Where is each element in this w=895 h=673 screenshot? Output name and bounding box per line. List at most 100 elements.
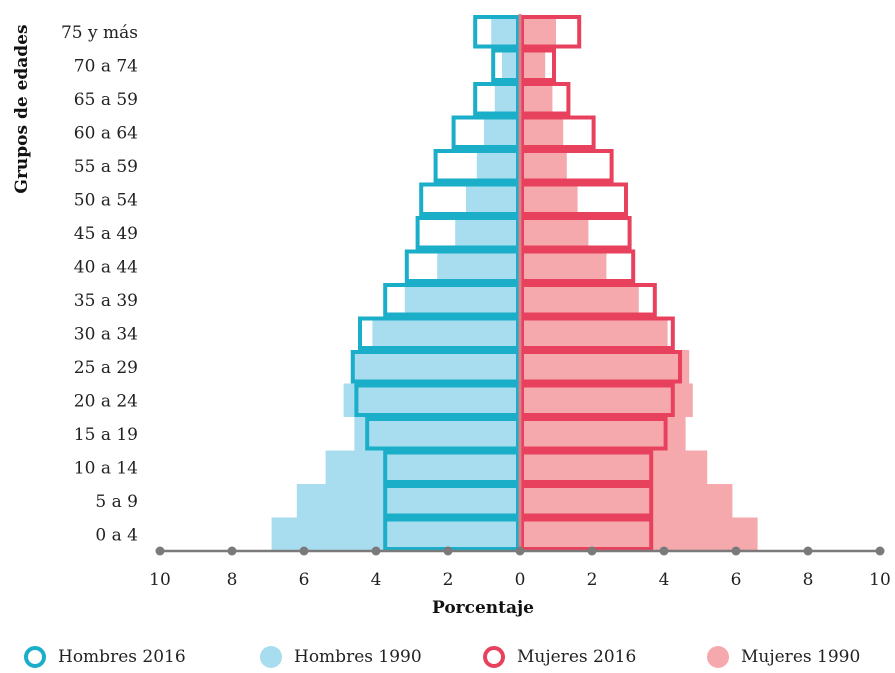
bar-mujeres-2016-45-a-49: [520, 216, 632, 250]
bar-mujeres-1990-35-a-39: [520, 283, 639, 317]
category-label-20-a-24: 20 a 24: [74, 391, 138, 411]
bar-mujeres-1990-75-y-m-s: [520, 15, 556, 49]
bar-mujeres-1990-15-a-19: [520, 417, 686, 451]
x-tick-dot: [443, 546, 453, 556]
bar-hombres-1990-20-a-24: [343, 383, 520, 417]
x-tick-dot: [155, 546, 165, 556]
x-tick-label: 10: [869, 570, 891, 590]
category-label-75-y-m-s: 75 y más: [61, 23, 138, 43]
legend-swatch-hombres-2016: [24, 646, 46, 668]
bar-mujeres-1990-5-a-9: [520, 484, 733, 518]
legend-item-mujeres-1990: Mujeres 1990: [707, 644, 860, 670]
bar-mujeres-1990-45-a-49: [520, 216, 589, 250]
x-tick-label: 6: [731, 570, 742, 590]
x-tick-dot: [731, 546, 741, 556]
bar-hombres-2016-30-a-34: [358, 316, 520, 350]
bar-hombres-2016-65-a-59: [473, 82, 521, 116]
bar-hombres-1990-70-a-74: [502, 48, 520, 82]
population-pyramid-chart: 0 a 4 5 a 9 10 a 14 15 a 19 20 a 24 25 a 29 30…: [12, 14, 891, 618]
bar-mujeres-1990-55-a-59: [520, 149, 567, 183]
bar-hombres-1990-25-a-29: [350, 350, 520, 384]
bar-hombres-1990-5-a-9: [296, 484, 520, 518]
x-axis: 10 8 6 4 2 0 2 4 6 8 10: [149, 546, 891, 590]
legend-label-hombres-1990: Hombres 1990: [294, 647, 422, 667]
category-label-60-a-64: 60 a 64: [74, 123, 138, 143]
x-tick-dot: [515, 546, 525, 556]
category-label-50-a-54: 50 a 54: [74, 190, 138, 210]
x-tick-dot: [659, 546, 669, 556]
y-axis-title: Grupos de edades: [12, 24, 32, 193]
bar-mujeres-2016-65-a-59: [520, 82, 571, 116]
bar-hombres-1990-30-a-34: [372, 316, 520, 350]
x-tick-label: 2: [443, 570, 454, 590]
x-tick-dot: [587, 546, 597, 556]
bar-hombres-2016-10-a-14: [383, 450, 521, 484]
bar-mujeres-1990-65-a-59: [520, 82, 553, 116]
category-labels: 0 a 4 5 a 9 10 a 14 15 a 19 20 a 24 25 a 29 30…: [61, 23, 138, 546]
bar-mujeres-1990-20-a-24: [520, 383, 693, 417]
bar-mujeres-2016-60-a-64: [520, 115, 596, 149]
bars-2016-layer: [350, 14, 682, 551]
category-label-70-a-74: 70 a 74: [74, 56, 138, 76]
x-tick-label: 8: [803, 570, 814, 590]
bar-mujeres-1990-40-a-44: [520, 249, 607, 283]
category-label-15-a-19: 15 a 19: [74, 425, 138, 445]
category-label-35-a-39: 35 a 39: [74, 291, 138, 311]
bar-hombres-2016-50-a-54: [419, 182, 521, 216]
category-label-55-a-59: 55 a 59: [74, 157, 138, 177]
bar-hombres-2016-35-a-39: [383, 283, 521, 317]
bars-1990-layer: [271, 15, 758, 551]
bar-hombres-2016-15-a-19: [365, 417, 521, 451]
bar-mujeres-2016-35-a-39: [520, 283, 657, 317]
bar-mujeres-2016-40-a-44: [520, 249, 636, 283]
bar-hombres-1990-35-a-39: [404, 283, 520, 317]
x-tick-dot: [227, 546, 237, 556]
bar-hombres-1990-0-a-4: [271, 517, 520, 551]
bar-mujeres-2016-55-a-59: [520, 149, 614, 183]
bar-hombres-1990-45-a-49: [455, 216, 520, 250]
category-label-65-a-59: 65 a 59: [74, 90, 138, 110]
bar-hombres-2016-70-a-74: [491, 48, 521, 82]
x-tick-label: 0: [515, 570, 526, 590]
x-tick-dot: [299, 546, 309, 556]
bar-mujeres-2016-30-a-34: [520, 316, 675, 350]
x-tick-label: 6: [299, 570, 310, 590]
legend-label-hombres-2016: Hombres 2016: [58, 647, 186, 667]
bar-mujeres-2016-20-a-24: [520, 383, 675, 417]
bar-hombres-2016-45-a-49: [415, 216, 521, 250]
legend-label-mujeres-2016: Mujeres 2016: [517, 647, 637, 667]
bar-hombres-1990-15-a-19: [354, 417, 520, 451]
bar-hombres-1990-55-a-59: [476, 149, 520, 183]
bar-hombres-2016-60-a-64: [451, 115, 521, 149]
legend-swatch-hombres-1990: [260, 646, 282, 668]
bar-mujeres-1990-70-a-74: [520, 48, 546, 82]
x-tick-dot: [875, 546, 885, 556]
category-label-45-a-49: 45 a 49: [74, 224, 138, 244]
x-tick-label: 8: [227, 570, 238, 590]
bar-mujeres-1990-60-a-64: [520, 115, 564, 149]
bar-mujeres-1990-25-a-29: [520, 350, 690, 384]
bar-mujeres-2016-0-a-4: [520, 517, 654, 551]
bar-hombres-2016-55-a-59: [433, 149, 521, 183]
bar-mujeres-1990-50-a-54: [520, 182, 578, 216]
bar-hombres-1990-60-a-64: [484, 115, 520, 149]
bar-hombres-2016-75-y-m-s: [473, 15, 521, 49]
category-label-0-a-4: 0 a 4: [95, 525, 138, 545]
category-label-10-a-14: 10 a 14: [74, 458, 138, 478]
x-tick-dot: [371, 546, 381, 556]
bar-mujeres-2016-25-a-29: [520, 350, 682, 384]
x-tick-label: 4: [371, 570, 382, 590]
x-tick-label: 4: [659, 570, 670, 590]
legend-swatch-mujeres-2016: [483, 646, 505, 668]
bar-hombres-2016-40-a-44: [404, 249, 520, 283]
x-tick-label: 2: [587, 570, 598, 590]
bar-hombres-2016-5-a-9: [383, 484, 521, 518]
bar-hombres-2016-25-a-29: [350, 350, 520, 384]
bar-mujeres-2016-75-y-m-s: [520, 15, 582, 49]
legend-item-mujeres-2016: Mujeres 2016: [483, 644, 636, 670]
bar-mujeres-2016-50-a-54: [520, 182, 628, 216]
bar-hombres-1990-10-a-14: [325, 450, 520, 484]
x-tick-dot: [803, 546, 813, 556]
bar-hombres-1990-40-a-44: [437, 249, 520, 283]
x-axis-title: Porcentaje: [432, 598, 534, 618]
